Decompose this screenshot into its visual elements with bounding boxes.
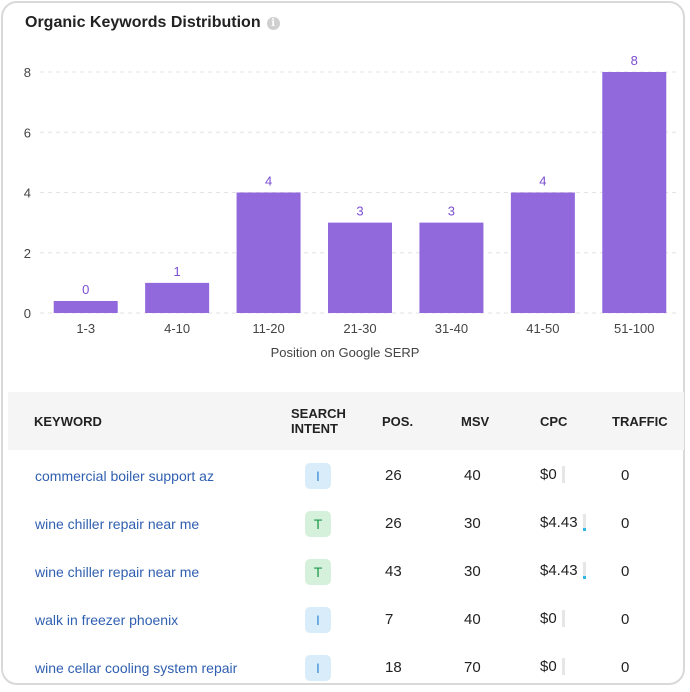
cpc-level-bar <box>561 466 565 483</box>
msv-value: 30 <box>464 563 481 580</box>
y-tick-label: 8 <box>24 65 31 80</box>
position-value: 18 <box>385 659 402 676</box>
cpc-level-bar <box>582 562 586 579</box>
keyword-link[interactable]: wine chiller repair near me <box>35 516 200 532</box>
cpc-cell: $0 <box>540 658 565 675</box>
position-value: 26 <box>385 467 402 484</box>
msv-value: 40 <box>464 611 481 628</box>
widget-header: Organic Keywords Distribution i <box>25 14 280 32</box>
intent-badge: T <box>305 559 331 585</box>
bar <box>53 301 118 313</box>
cpc-cell: $0 <box>540 466 565 483</box>
table-row: walk in freezer phoenix I 7 40 $0 0 <box>0 596 690 644</box>
data-label: 3 <box>448 204 455 219</box>
intent-badge: I <box>305 463 331 489</box>
table-row: wine chiller repair near me T 43 30 $4.43 0 <box>0 548 690 596</box>
x-tick-label: 51-100 <box>614 321 654 336</box>
bar <box>602 72 667 313</box>
cpc-value: $4.43 <box>540 514 578 531</box>
msv-value: 70 <box>464 659 481 676</box>
data-label: 4 <box>539 174 546 189</box>
keyword-link[interactable]: wine chiller repair near me <box>35 564 200 580</box>
table-row: commercial boiler support az I 26 40 $0 0 <box>0 452 690 500</box>
x-axis-title: Position on Google SERP <box>270 345 420 360</box>
bar <box>236 192 301 313</box>
y-tick-label: 6 <box>24 125 31 140</box>
header-msv[interactable]: MSV <box>461 414 490 429</box>
cpc-value: $0 <box>540 466 557 483</box>
y-tick-label: 2 <box>24 246 31 261</box>
bar <box>145 282 210 313</box>
cpc-level-bar <box>561 658 565 675</box>
bar <box>328 222 392 313</box>
intent-badge: T <box>305 511 331 537</box>
header-pos[interactable]: POS. <box>382 414 414 429</box>
cpc-value: $0 <box>540 610 557 627</box>
data-label: 1 <box>174 264 181 279</box>
cpc-level-bar <box>561 610 565 627</box>
cpc-value: $4.43 <box>540 562 578 579</box>
info-icon[interactable]: i <box>266 16 280 30</box>
header-intent-line2: INTENT <box>291 421 338 436</box>
cpc-level-fill <box>582 528 586 531</box>
intent-badge: I <box>305 607 331 633</box>
keyword-link[interactable]: walk in freezer phoenix <box>35 612 179 628</box>
position-value: 43 <box>385 563 402 580</box>
x-tick-label: 4-10 <box>164 321 190 336</box>
x-tick-label: 41-50 <box>526 321 559 336</box>
data-label: 4 <box>265 174 272 189</box>
cpc-value: $0 <box>540 658 557 675</box>
data-label: 3 <box>356 204 363 219</box>
header-cpc[interactable]: CPC <box>540 414 568 429</box>
table-row: wine cellar cooling system repair I 18 70 $0… <box>0 644 690 692</box>
header-keyword[interactable]: KEYWORD <box>34 414 102 429</box>
keyword-link[interactable]: wine cellar cooling system repair <box>35 660 238 676</box>
traffic-value: 0 <box>621 515 630 532</box>
bar <box>419 222 484 313</box>
position-value: 26 <box>385 515 402 532</box>
keywords-widget <box>1 1 685 685</box>
table-row: wine chiller repair near me T 26 30 $4.43 0 <box>0 500 690 548</box>
intent-badge: I <box>305 655 331 681</box>
keywords-distribution-chart: 0 2 4 6 8 0 1-3 1 4-10 4 11-20 3 21-30 3 31-40 4 41-50 8 5… <box>24 53 680 336</box>
y-tick-label: 0 <box>24 306 31 321</box>
position-value: 7 <box>385 611 394 628</box>
traffic-value: 0 <box>621 563 630 580</box>
traffic-value: 0 <box>621 467 630 484</box>
cpc-cell: $4.43 <box>540 562 586 579</box>
header-traffic[interactable]: TRAFFIC <box>612 414 668 429</box>
header-search-intent[interactable]: SEARCH INTENT <box>291 406 346 436</box>
x-tick-label: 11-20 <box>252 321 284 336</box>
cpc-level-fill <box>582 576 586 579</box>
x-tick-label: 31-40 <box>435 321 468 336</box>
traffic-value: 0 <box>621 611 630 628</box>
table-header: KEYWORD SEARCH INTENT POS. MSV CPC TRAFF… <box>8 392 684 450</box>
cpc-level-bar <box>582 514 586 531</box>
traffic-value: 0 <box>621 659 630 676</box>
header-intent-line1: SEARCH <box>291 406 346 421</box>
msv-value: 40 <box>464 467 481 484</box>
bar <box>510 192 575 313</box>
msv-value: 30 <box>464 515 481 532</box>
x-tick-label: 1-3 <box>76 321 95 336</box>
y-tick-label: 4 <box>24 186 31 201</box>
cpc-cell: $0 <box>540 610 565 627</box>
cpc-cell: $4.43 <box>540 514 586 531</box>
widget-title: Organic Keywords Distribution <box>25 14 261 31</box>
x-tick-label: 21-30 <box>343 321 376 336</box>
keyword-link[interactable]: commercial boiler support az <box>35 468 214 484</box>
data-label: 0 <box>82 282 89 297</box>
data-label: 8 <box>631 53 638 68</box>
